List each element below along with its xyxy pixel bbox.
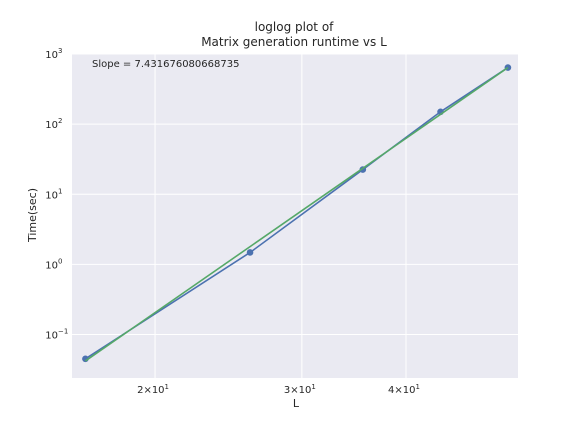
chart-title-line2: Matrix generation runtime vs L — [201, 35, 387, 49]
series-group — [82, 64, 512, 363]
y-tick-label: 10 — [45, 260, 58, 271]
chart-title-line1: loglog plot of — [255, 20, 335, 34]
y-tick-label: 10 — [45, 50, 58, 61]
y-tick-exponent: 1 — [58, 187, 62, 195]
slope-annotation: Slope = 7.431676080668735 — [92, 59, 239, 70]
x-tick-label: 3×101 — [284, 383, 316, 396]
y-tick-label: 10 — [45, 331, 58, 342]
x-tick-label: 2×101 — [137, 383, 169, 396]
y-tick-exponent: 3 — [58, 47, 62, 55]
y-tick-exponent: 0 — [58, 257, 62, 265]
y-axis-label: Time(sec) — [26, 188, 39, 243]
x-axis-label: L — [293, 397, 300, 410]
x-tick-labels: 2×101 3×101 4×101 — [137, 383, 420, 396]
y-tick-label: 10 — [45, 120, 58, 131]
y-tick-exponent: 2 — [58, 117, 62, 125]
grid-lines — [72, 53, 518, 378]
data-point — [246, 249, 254, 256]
x-tick-label: 4×101 — [388, 383, 420, 396]
y-tick-label: 10 — [45, 190, 58, 201]
series-line-1 — [84, 66, 509, 362]
y-tick-exponent: −1 — [58, 328, 68, 336]
